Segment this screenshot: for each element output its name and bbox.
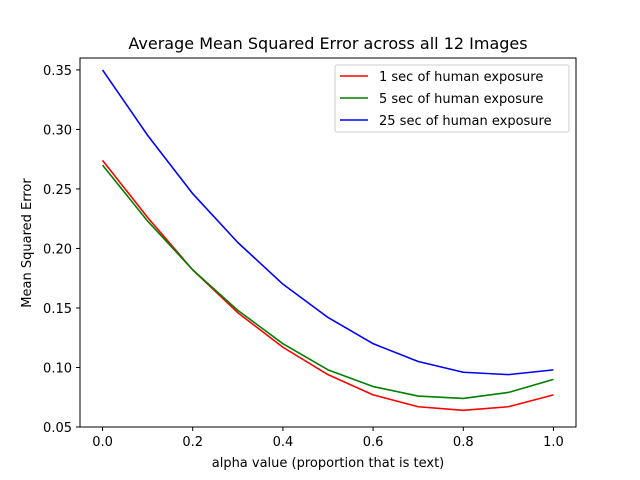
y-tick-label: 0.10 [43,361,72,376]
legend-label-3: 25 sec of human exposure [379,114,552,129]
legend: 1 sec of human exposure 5 sec of human ex… [334,64,570,133]
y-tick-label: 0.20 [43,242,72,257]
y-tick-label: 0.05 [43,421,72,436]
x-tick-label: 0.6 [363,435,384,450]
x-axis-label: alpha value (proportion that is text) [212,456,445,471]
x-tick-label: 0.2 [182,435,203,450]
y-axis-label: Mean Squared Error [20,178,35,308]
y-tick-label: 0.25 [43,183,72,198]
y-tick-label: 0.15 [43,302,72,317]
plot-area: 0.0 0.2 0.4 0.6 0.8 1.0 0.05 0.10 0.15 0.20 0.25 0.… [43,64,564,450]
series-line-1 [101,159,554,412]
x-tick-label: 0.8 [453,435,474,450]
x-tick-label: 0.0 [92,435,113,450]
x-tick-label: 1.0 [543,435,564,450]
series-line-2 [101,164,554,400]
x-tick-label: 0.4 [273,435,294,450]
y-tick-label: 0.35 [43,64,72,79]
y-tick-label: 0.30 [43,123,72,138]
axes-frame [79,57,577,428]
legend-box [334,64,570,133]
chart-title: Average Mean Squared Error across all 12… [128,34,527,53]
legend-label-1: 1 sec of human exposure [379,70,543,85]
series-line-3 [101,69,554,376]
legend-label-2: 5 sec of human exposure [379,92,543,107]
